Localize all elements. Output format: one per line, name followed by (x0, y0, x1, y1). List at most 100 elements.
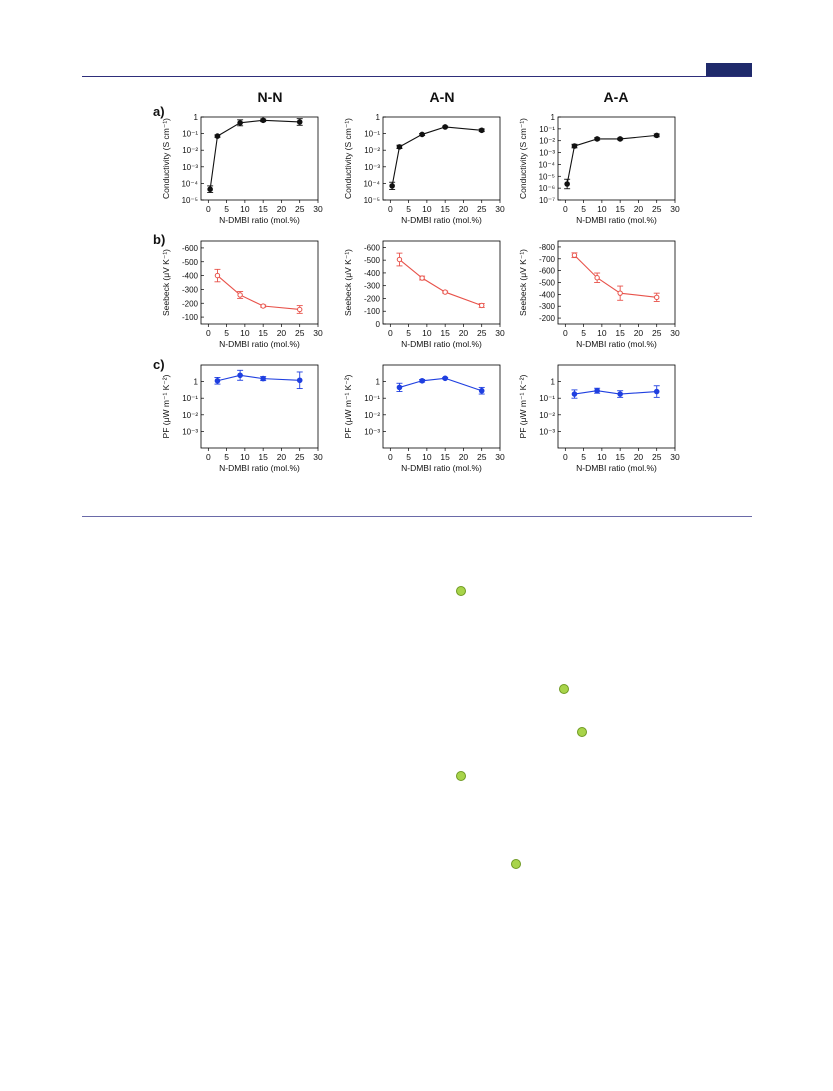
x-axis-label: N-DMBI ratio (mol.%) (401, 339, 482, 349)
y-tick-label: 10⁻³ (539, 427, 555, 436)
x-tick-label: 20 (277, 328, 287, 338)
y-tick-label: 10⁻¹ (182, 394, 198, 403)
data-point (419, 275, 425, 281)
y-tick-label: -400 (182, 272, 199, 281)
data-point (617, 290, 623, 296)
annotation-dot[interactable] (456, 586, 466, 596)
annotation-dot[interactable] (511, 859, 521, 869)
x-tick-label: 25 (295, 452, 305, 462)
y-tick-label: 1 (194, 113, 199, 122)
footer-rule (82, 516, 752, 517)
x-tick-label: 0 (563, 328, 568, 338)
x-tick-label: 20 (277, 204, 287, 214)
x-tick-label: 0 (563, 452, 568, 462)
data-point (214, 377, 221, 384)
x-tick-label: 25 (652, 452, 662, 462)
data-point (479, 302, 485, 309)
x-tick-label: 10 (597, 328, 607, 338)
y-tick-label: 10⁻³ (364, 163, 380, 172)
annotation-dot[interactable] (577, 727, 587, 737)
data-point (653, 132, 660, 139)
y-tick-label: 1 (194, 378, 199, 387)
y-tick-label: -600 (182, 244, 199, 253)
data-point (617, 391, 623, 397)
x-tick-label: 25 (477, 204, 487, 214)
chart-cond-AA: 0 5 10 15 20 25 30 N-DMBI ratio (mol.%) 1 10⁻¹ 10⁻… (518, 113, 680, 225)
data-point (237, 120, 243, 126)
data-point (237, 292, 243, 298)
series-line (574, 254, 657, 298)
data-point (237, 372, 243, 379)
chart-seebeck-NN: 0 5 10 15 20 25 30 N-DMBI ratio (mol.%) -600 -500… (161, 240, 323, 349)
x-tick-label: 5 (406, 452, 411, 462)
data-point (214, 272, 221, 279)
annotation-dot[interactable] (456, 771, 466, 781)
data-point (654, 294, 660, 301)
annotation-dot[interactable] (559, 684, 569, 694)
y-tick-label: 10⁻⁵ (539, 172, 555, 181)
series-line (209, 119, 300, 190)
x-tick-label: 15 (258, 452, 268, 462)
plot-frame (200, 364, 319, 449)
y-tick-label: 10⁻⁵ (364, 196, 380, 205)
y-tick-label: 1 (376, 113, 381, 122)
x-tick-label: 0 (206, 328, 211, 338)
x-tick-label: 5 (581, 328, 586, 338)
y-axis-label: Seebeck (μV K⁻¹) (518, 249, 528, 316)
x-tick-label: 0 (388, 452, 393, 462)
x-tick-label: 0 (388, 204, 393, 214)
y-tick-label: 10⁻⁷ (539, 196, 555, 205)
header-rule (82, 76, 752, 77)
column-title-aa: A-A (603, 89, 629, 105)
y-tick-label: 10⁻¹ (539, 125, 555, 134)
x-tick-label: 20 (459, 328, 469, 338)
x-tick-label: 10 (597, 204, 607, 214)
data-point (594, 275, 600, 281)
x-tick-label: 30 (495, 204, 505, 214)
x-tick-label: 30 (313, 328, 323, 338)
x-tick-label: 0 (206, 452, 211, 462)
y-axis-label: Conductivity (S cm⁻¹) (518, 118, 528, 199)
x-tick-label: 30 (670, 328, 680, 338)
x-axis-label: N-DMBI ratio (mol.%) (576, 215, 657, 225)
x-axis-label: N-DMBI ratio (mol.%) (219, 463, 300, 473)
y-tick-label: 10⁻⁴ (538, 160, 555, 169)
series-line (217, 374, 300, 382)
series-line (566, 134, 657, 185)
y-axis-label: PF (μW m⁻¹ K⁻²) (161, 374, 171, 438)
x-tick-label: 5 (581, 452, 586, 462)
x-tick-label: 20 (277, 452, 287, 462)
data-point (207, 186, 213, 193)
x-axis-label: N-DMBI ratio (mol.%) (576, 339, 657, 349)
x-tick-label: 15 (440, 204, 450, 214)
y-axis-label: Conductivity (S cm⁻¹) (161, 118, 171, 199)
plot-frame (557, 364, 676, 449)
data-point (478, 387, 485, 394)
x-tick-label: 5 (224, 452, 229, 462)
series-line (217, 275, 300, 311)
plot-frame (382, 240, 501, 325)
data-point (564, 181, 570, 187)
series-line (399, 259, 482, 307)
data-point (442, 289, 448, 295)
y-tick-label: 10⁻² (539, 137, 555, 146)
x-tick-label: 30 (495, 452, 505, 462)
chart-pf-AN: 0 5 10 15 20 25 30 N-DMBI ratio (mol.%) 1 10⁻¹ 10⁻… (343, 364, 505, 473)
plot-frame (200, 240, 319, 325)
y-tick-label: 0 (376, 320, 381, 329)
x-tick-label: 5 (581, 204, 586, 214)
x-tick-label: 25 (295, 204, 305, 214)
y-tick-label: -300 (539, 302, 556, 311)
y-tick-label: -500 (364, 256, 381, 265)
y-tick-label: -800 (539, 243, 556, 252)
row-label-c: c) (153, 357, 165, 372)
y-axis-label: PF (μW m⁻¹ K⁻²) (343, 374, 353, 438)
y-axis-label: Seebeck (μV K⁻¹) (343, 249, 353, 316)
data-point (594, 136, 600, 142)
data-point (478, 127, 485, 134)
data-point (396, 256, 403, 263)
y-tick-label: 10⁻⁴ (181, 179, 198, 188)
x-tick-label: 20 (634, 204, 644, 214)
plot-frame (200, 116, 319, 201)
data-point (419, 377, 425, 384)
